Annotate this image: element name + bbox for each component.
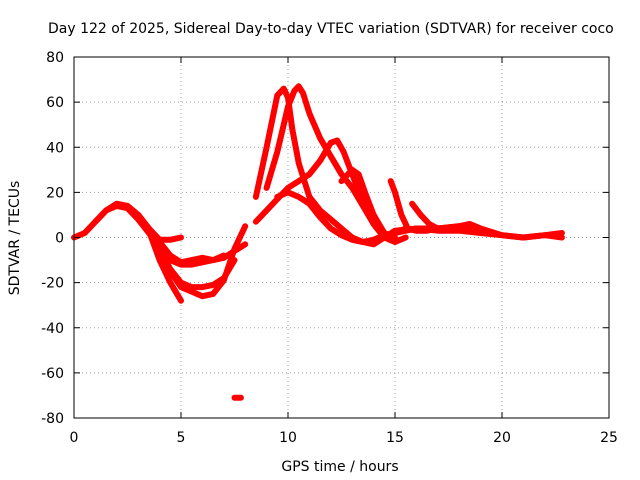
series-line-pass-6 <box>156 248 227 268</box>
y-tick-label: 0 <box>55 231 64 247</box>
series-line-pass-5 <box>145 227 184 304</box>
x-tick-label: 20 <box>493 430 511 446</box>
y-tick-label: -60 <box>41 366 64 382</box>
y-tick-label: -80 <box>41 411 64 427</box>
series-layer <box>71 83 565 401</box>
series-line-pass-9 <box>263 83 409 245</box>
y-axis-title: SDTVAR / TECUs <box>7 181 23 296</box>
y-tick-label: 40 <box>46 140 64 156</box>
x-tick-label: 0 <box>70 430 79 446</box>
y-tick-label: -40 <box>41 321 64 337</box>
y-tick-label: 20 <box>46 185 64 201</box>
y-tick-label: 80 <box>46 50 64 66</box>
y-tick-label: -20 <box>41 276 64 292</box>
series-line-pass-14 <box>409 200 484 232</box>
series-line-pass-3 <box>124 202 249 266</box>
x-tick-label: 5 <box>177 430 186 446</box>
x-axis-title: GPS time / hours <box>281 459 398 475</box>
series-line-pass-4 <box>135 211 184 243</box>
x-tick-label: 15 <box>386 430 404 446</box>
x-tick-label: 25 <box>600 430 618 446</box>
x-tick-label: 10 <box>279 430 297 446</box>
series-line-pass-12 <box>338 166 398 241</box>
y-tick-label: 60 <box>46 95 64 111</box>
ticks: -80 -60 -40 -20 0 20 40 60 80 0 5 10 15 20 25 <box>41 50 618 446</box>
chart-title: Day 122 of 2025, Sidereal Day-to-day VTE… <box>48 21 614 37</box>
